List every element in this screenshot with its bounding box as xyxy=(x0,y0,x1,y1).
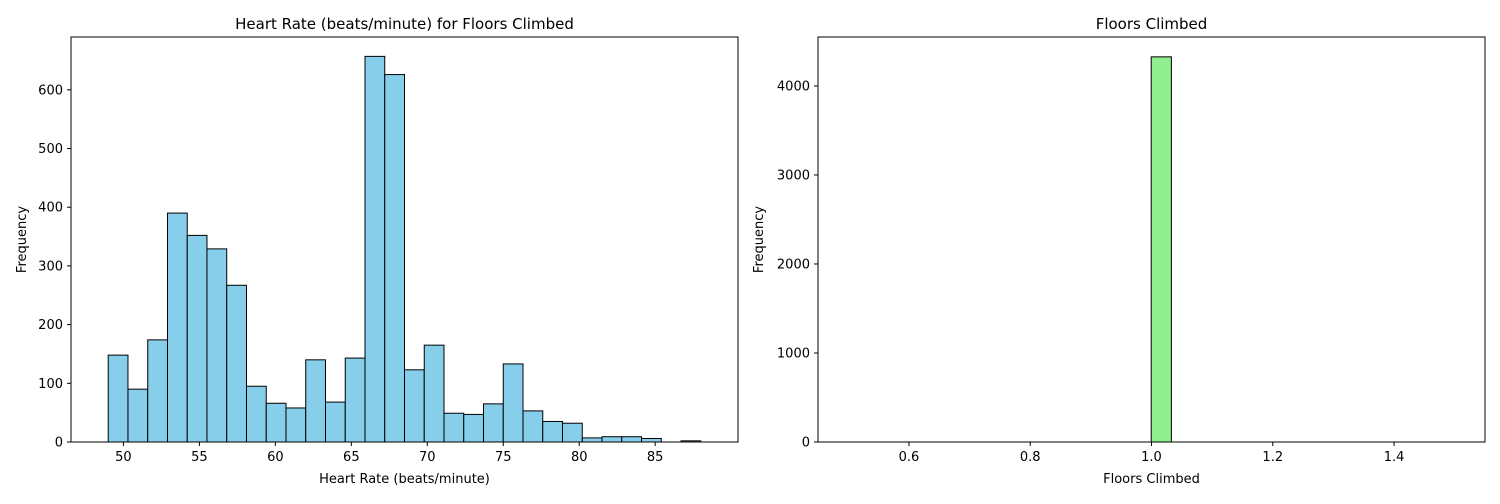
y-tick-label: 3000 xyxy=(777,168,810,183)
x-tick-label: 0.8 xyxy=(1020,450,1041,465)
histogram-bar xyxy=(206,248,228,443)
histogram-bar xyxy=(305,359,326,443)
histogram-bar xyxy=(1150,56,1172,443)
y-tick-label: 0 xyxy=(55,436,63,451)
chart-title: Heart Rate (beats/minute) for Floors Cli… xyxy=(235,15,574,33)
histogram-bar xyxy=(107,354,129,443)
y-tick-label: 4000 xyxy=(777,79,810,94)
x-tick-label: 1.4 xyxy=(1384,450,1405,465)
histogram-bar xyxy=(443,412,465,443)
histogram-bar xyxy=(147,339,168,443)
x-tick-label: 55 xyxy=(191,450,208,465)
x-tick-label: 1.2 xyxy=(1262,450,1283,465)
y-tick-label: 0 xyxy=(802,436,810,451)
histogram-bar xyxy=(522,410,544,443)
histogram-bar xyxy=(127,388,149,443)
chart-title: Floors Climbed xyxy=(1096,15,1208,33)
histogram-bar xyxy=(581,437,603,443)
histogram-bar xyxy=(404,369,425,443)
y-axis-label: Frequency xyxy=(752,206,767,273)
histogram-bar xyxy=(562,422,583,443)
y-axis-label: Frequency xyxy=(15,206,30,273)
y-tick-label: 200 xyxy=(38,318,63,333)
y-tick-label: 500 xyxy=(38,142,63,157)
x-tick-label: 60 xyxy=(267,450,284,465)
x-tick-label: 75 xyxy=(495,450,512,465)
x-tick-label: 50 xyxy=(115,450,132,465)
x-axis-label: Heart Rate (beats/minute) xyxy=(319,472,490,487)
histogram-bar xyxy=(542,420,564,443)
x-tick-label: 70 xyxy=(419,450,436,465)
bars xyxy=(1150,56,1172,443)
histogram-bar xyxy=(324,401,346,443)
histogram-bar xyxy=(265,402,287,443)
histogram-bar xyxy=(463,413,485,443)
y-tick-label: 1000 xyxy=(777,346,810,361)
histogram-bar xyxy=(384,74,405,443)
histogram-bar xyxy=(641,437,662,443)
histogram-bar xyxy=(621,436,643,443)
histogram-bar xyxy=(423,344,445,443)
x-tick-label: 0.6 xyxy=(899,450,920,465)
histogram-bar xyxy=(364,55,386,443)
x-tick-label: 80 xyxy=(571,450,588,465)
x-tick-label: 85 xyxy=(647,450,664,465)
histogram-bar xyxy=(601,436,623,443)
y-tick-label: 600 xyxy=(38,83,63,98)
y-tick-label: 300 xyxy=(38,259,63,274)
y-axis-ticks: 0 100 200 300 400 500 600 xyxy=(38,83,71,451)
histogram-bar xyxy=(502,363,524,443)
floors-climbed-histogram: Floors Climbed 0.6 0.8 1.0 1.2 1.4 0 1000 2000… xyxy=(752,15,1486,487)
axes-frame xyxy=(70,36,739,443)
histogram-bar xyxy=(344,357,366,443)
x-tick-label: 1.0 xyxy=(1141,450,1162,465)
x-tick-label: 65 xyxy=(343,450,360,465)
x-axis-ticks: 50 55 60 65 70 75 80 85 xyxy=(115,442,663,465)
histogram-bar xyxy=(285,407,307,443)
x-axis-label: Floors Climbed xyxy=(1103,472,1200,487)
y-tick-label: 100 xyxy=(38,377,63,392)
y-tick-label: 400 xyxy=(38,201,63,216)
bars xyxy=(107,55,702,443)
y-axis-ticks: 0 1000 2000 3000 4000 xyxy=(777,79,818,451)
histogram-bar xyxy=(186,234,208,443)
histogram-bar xyxy=(166,212,188,443)
histogram-bar xyxy=(245,385,267,443)
histogram-bar xyxy=(483,403,504,443)
heart-rate-histogram: Heart Rate (beats/minute) for Floors Cli… xyxy=(15,15,739,487)
x-axis-ticks: 0.6 0.8 1.0 1.2 1.4 xyxy=(899,442,1405,465)
histogram-bar xyxy=(226,284,247,443)
y-tick-label: 2000 xyxy=(777,257,810,272)
